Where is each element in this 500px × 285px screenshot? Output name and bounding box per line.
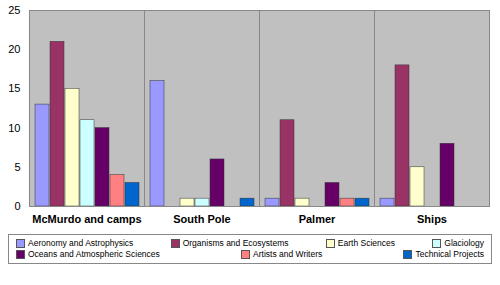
svg-text:0: 0 (14, 200, 20, 212)
svg-text:20: 20 (8, 43, 20, 55)
svg-text:McMurdo and camps: McMurdo and camps (32, 213, 141, 225)
svg-text:Palmer: Palmer (299, 213, 336, 225)
html-text:Oceans and Atmospheric Science: Oceans and Atmospheric Sciences (28, 249, 160, 259)
svg-text:15: 15 (8, 82, 20, 94)
html-text:Artists and Writers: Artists and Writers (253, 249, 323, 259)
html-text:Technical Projects: Technical Projects (415, 249, 484, 259)
svg-text:Ships: Ships (417, 213, 447, 225)
svg-text:South Pole: South Pole (173, 213, 230, 225)
html-text:Organisms and Ecosystems: Organisms and Ecosystems (182, 238, 289, 248)
html-text:Glaciology: Glaciology (444, 238, 484, 248)
svg-text:10: 10 (8, 122, 20, 134)
svg-text:5: 5 (14, 161, 20, 173)
html-text:Aeronomy and Astrophysics: Aeronomy and Astrophysics (28, 238, 134, 248)
svg-text:25: 25 (8, 4, 20, 16)
html-text:Earth Sciences: Earth Sciences (337, 238, 395, 248)
